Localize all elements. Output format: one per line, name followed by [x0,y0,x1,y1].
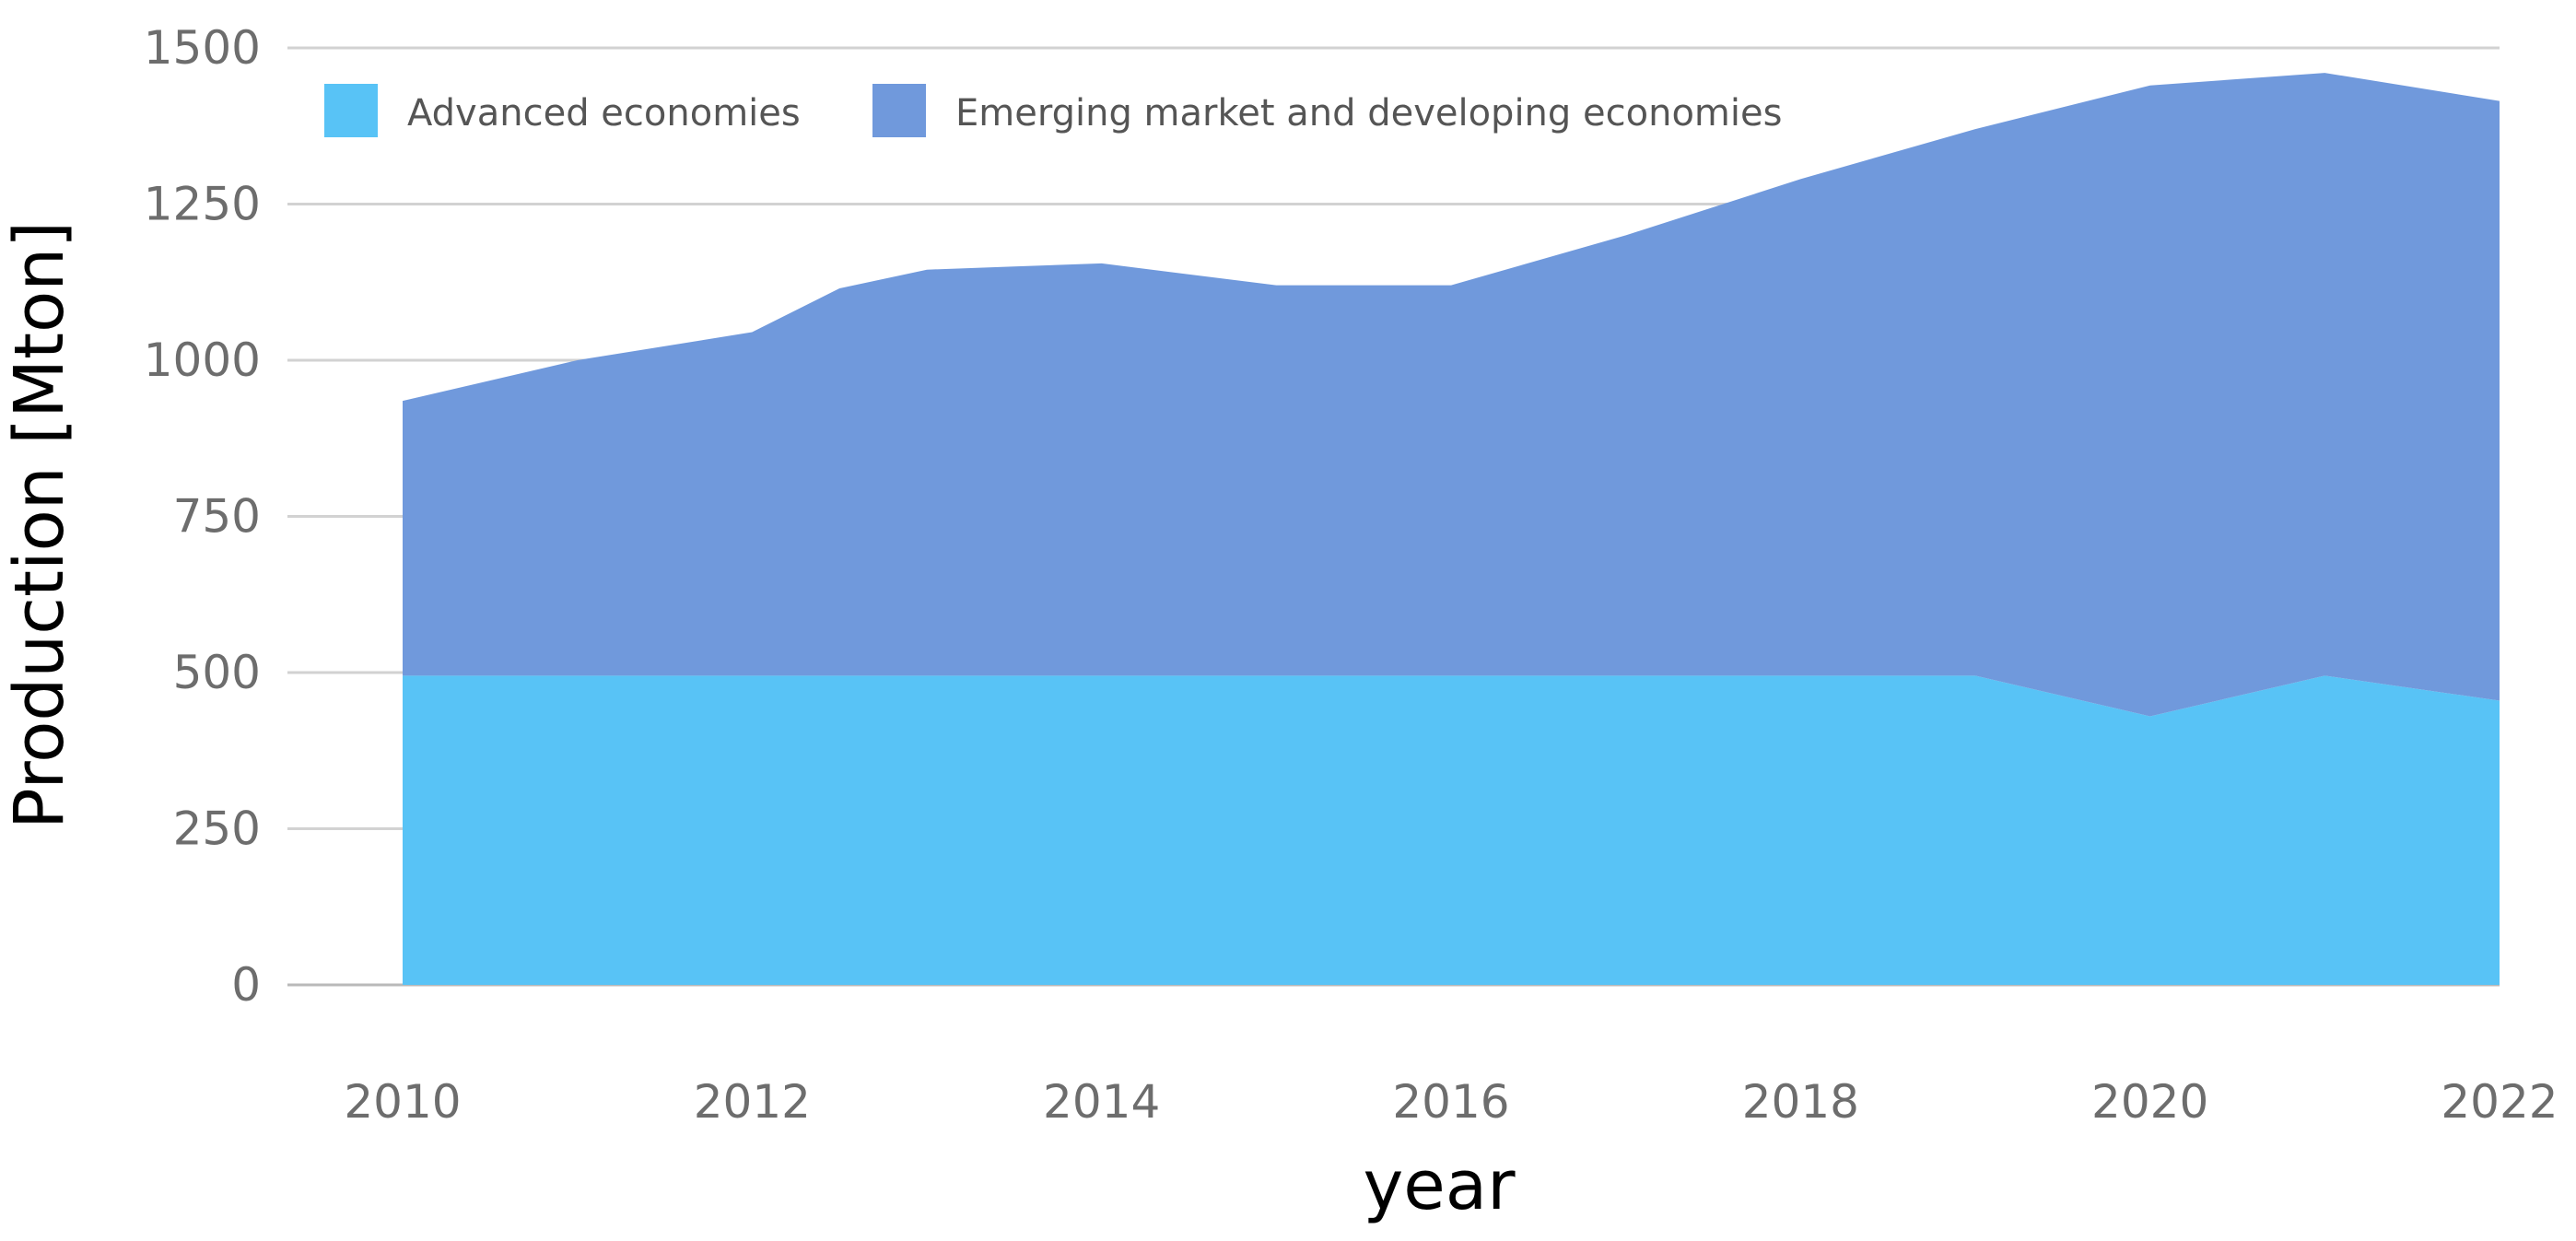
x-tick-label-2018: 2018 [1742,1075,1859,1129]
x-axis-title: year [1363,1146,1516,1225]
y-axis-ticks: 0 250 500 750 1000 1250 1500 [144,21,261,1012]
x-tick-label-2012: 2012 [694,1075,811,1129]
y-tick-label-750: 750 [173,490,261,544]
y-tick-label-0: 0 [231,958,261,1012]
area-series-advanced-economies [403,675,2500,985]
x-tick-label-2020: 2020 [2091,1075,2208,1129]
x-tick-label-2016: 2016 [1392,1075,1509,1129]
x-tick-label-2010: 2010 [344,1075,461,1129]
legend-swatch-2 [872,84,926,137]
y-tick-label-1250: 1250 [144,178,261,231]
y-axis-title: Production [Mton] [0,221,79,829]
y-tick-label-1000: 1000 [144,334,261,387]
y-tick-label-500: 500 [173,646,261,699]
legend: Advanced economies Emerging market and de… [324,84,1782,137]
area-series-group [403,73,2500,985]
y-tick-label-1500: 1500 [144,21,261,75]
y-tick-label-250: 250 [173,802,261,856]
legend-swatch-1 [324,84,378,137]
area-series-emerging-developing-economies [403,73,2500,717]
x-tick-label-2014: 2014 [1043,1075,1160,1129]
x-axis-ticks: 2010 2012 2014 2016 2018 2020 2022 [344,1075,2558,1129]
x-tick-label-2022: 2022 [2441,1075,2558,1129]
legend-label-1: Advanced economies [407,92,801,135]
legend-label-2: Emerging market and developing economies [955,92,1782,135]
